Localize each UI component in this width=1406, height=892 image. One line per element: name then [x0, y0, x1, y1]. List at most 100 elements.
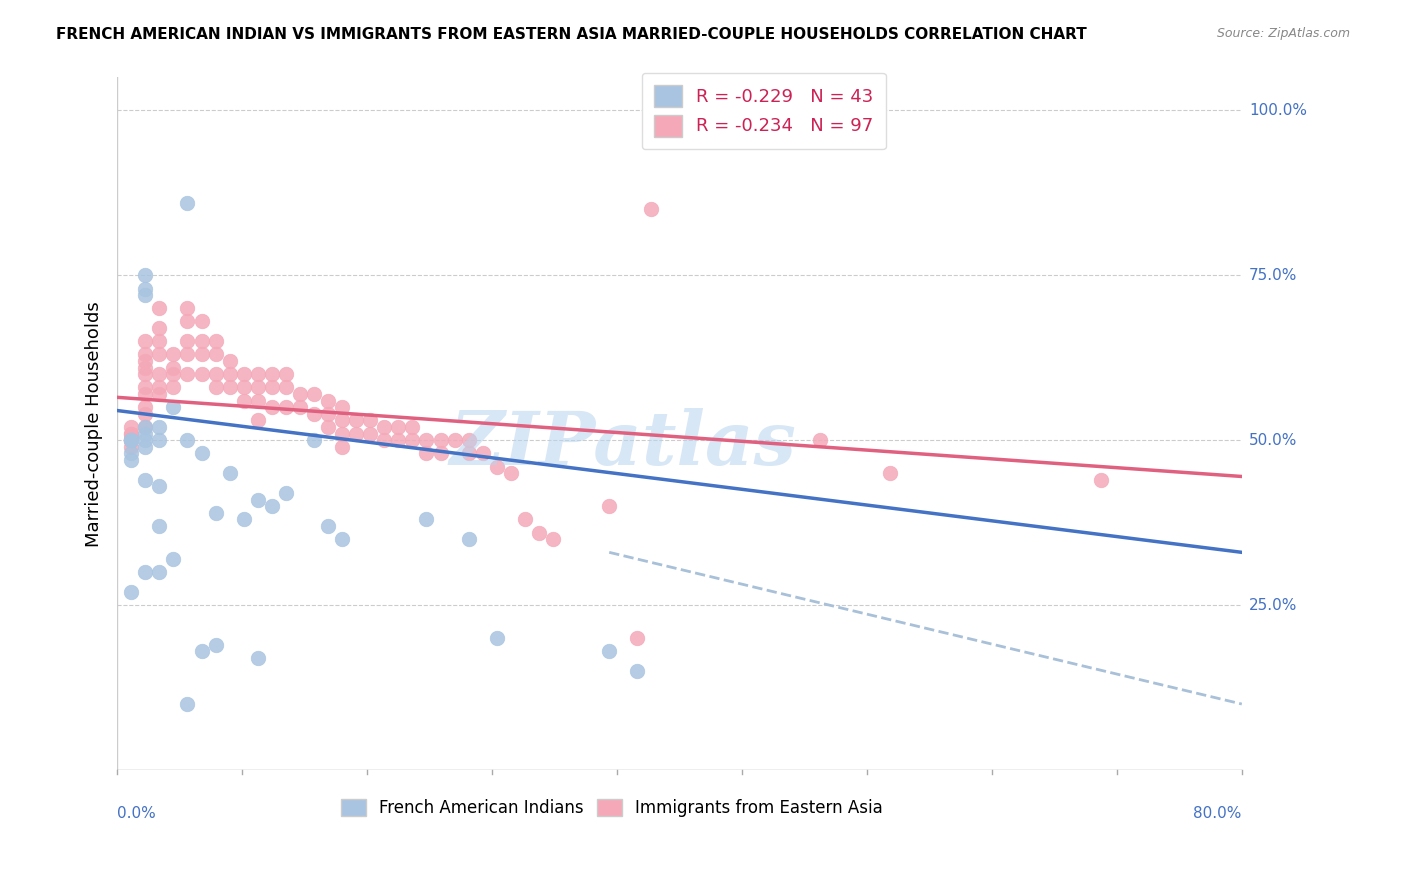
Point — [246, 393, 269, 408]
Point — [190, 644, 212, 658]
Point — [302, 434, 325, 448]
Point — [344, 426, 367, 441]
Point — [246, 368, 269, 382]
Text: 25.0%: 25.0% — [1249, 598, 1298, 613]
Point — [134, 407, 156, 421]
Point — [190, 368, 212, 382]
Point — [344, 413, 367, 427]
Point — [232, 512, 254, 526]
Point — [330, 413, 353, 427]
Point — [134, 434, 156, 448]
Point — [204, 638, 226, 652]
Point — [274, 486, 297, 500]
Point — [120, 434, 142, 448]
Point — [246, 492, 269, 507]
Point — [120, 434, 142, 448]
Point — [302, 387, 325, 401]
Point — [330, 532, 353, 546]
Point — [513, 512, 536, 526]
Point — [134, 426, 156, 441]
Point — [148, 387, 170, 401]
Point — [120, 440, 142, 454]
Point — [401, 420, 423, 434]
Text: 0.0%: 0.0% — [117, 806, 156, 822]
Point — [120, 446, 142, 460]
Point — [626, 631, 648, 645]
Point — [162, 347, 184, 361]
Point — [218, 466, 240, 480]
Point — [176, 301, 198, 316]
Point — [457, 532, 479, 546]
Point — [120, 426, 142, 441]
Text: Source: ZipAtlas.com: Source: ZipAtlas.com — [1216, 27, 1350, 40]
Point — [443, 434, 465, 448]
Point — [134, 440, 156, 454]
Legend: French American Indians, Immigrants from Eastern Asia: French American Indians, Immigrants from… — [335, 792, 890, 824]
Point — [471, 446, 494, 460]
Point — [808, 434, 831, 448]
Point — [148, 321, 170, 335]
Point — [176, 697, 198, 711]
Text: FRENCH AMERICAN INDIAN VS IMMIGRANTS FROM EASTERN ASIA MARRIED-COUPLE HOUSEHOLDS: FRENCH AMERICAN INDIAN VS IMMIGRANTS FRO… — [56, 27, 1087, 42]
Point — [148, 434, 170, 448]
Point — [148, 420, 170, 434]
Point — [134, 281, 156, 295]
Point — [457, 434, 479, 448]
Point — [232, 393, 254, 408]
Point — [429, 446, 451, 460]
Point — [134, 347, 156, 361]
Point — [148, 334, 170, 349]
Point — [162, 360, 184, 375]
Point — [232, 380, 254, 394]
Point — [274, 380, 297, 394]
Point — [387, 420, 409, 434]
Point — [415, 446, 437, 460]
Text: 80.0%: 80.0% — [1194, 806, 1241, 822]
Text: 100.0%: 100.0% — [1249, 103, 1306, 118]
Point — [457, 446, 479, 460]
Text: 75.0%: 75.0% — [1249, 268, 1298, 283]
Point — [162, 380, 184, 394]
Point — [485, 631, 508, 645]
Point — [640, 202, 662, 217]
Point — [598, 644, 620, 658]
Point — [134, 268, 156, 283]
Point — [134, 368, 156, 382]
Point — [148, 380, 170, 394]
Point — [176, 334, 198, 349]
Point — [134, 360, 156, 375]
Point — [401, 434, 423, 448]
Point — [162, 552, 184, 566]
Point — [190, 446, 212, 460]
Point — [246, 651, 269, 665]
Point — [260, 499, 283, 513]
Point — [373, 434, 395, 448]
Point — [274, 368, 297, 382]
Point — [246, 413, 269, 427]
Point — [260, 368, 283, 382]
Point — [330, 440, 353, 454]
Point — [120, 434, 142, 448]
Point — [176, 314, 198, 328]
Point — [359, 426, 381, 441]
Point — [148, 301, 170, 316]
Point — [879, 466, 901, 480]
Text: ZIPatlas: ZIPatlas — [450, 409, 797, 481]
Point — [232, 368, 254, 382]
Point — [274, 401, 297, 415]
Point — [176, 368, 198, 382]
Point — [1090, 473, 1112, 487]
Point — [162, 401, 184, 415]
Point — [204, 380, 226, 394]
Point — [134, 565, 156, 579]
Point — [330, 401, 353, 415]
Point — [218, 380, 240, 394]
Point — [359, 413, 381, 427]
Point — [162, 368, 184, 382]
Point — [246, 380, 269, 394]
Point — [415, 434, 437, 448]
Point — [148, 479, 170, 493]
Point — [120, 434, 142, 448]
Point — [415, 512, 437, 526]
Point — [302, 407, 325, 421]
